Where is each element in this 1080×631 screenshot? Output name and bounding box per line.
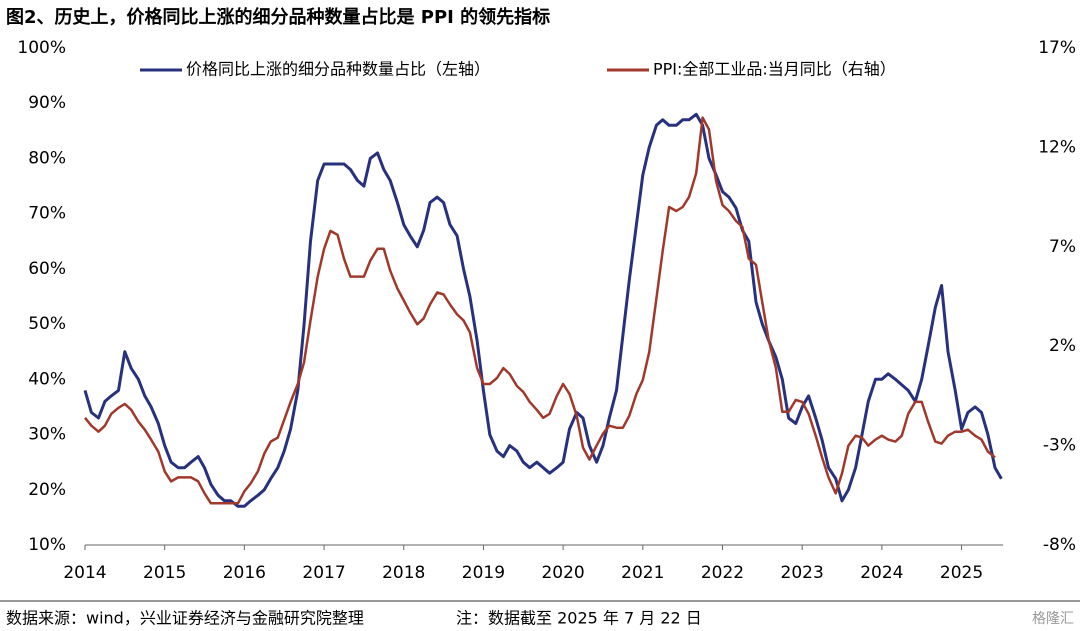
x-tick-label: 2014 <box>63 563 106 583</box>
note: 注：数据截至 2025 年 7 月 22 日 <box>456 609 702 628</box>
series-line <box>83 112 1003 508</box>
y2-tick-label: 2% <box>1049 336 1076 356</box>
x-tick-label: 2015 <box>143 563 186 583</box>
source: 数据来源：wind，兴业证券经济与金融研究院整理 <box>6 609 364 628</box>
y-tick-label: 70% <box>28 204 66 224</box>
y2-tick-label: -3% <box>1043 436 1076 456</box>
x-tick-label: 2017 <box>302 563 345 583</box>
y-tick-label: 60% <box>28 259 66 279</box>
x-tick-label: 2021 <box>621 563 664 583</box>
y-tick-label: 40% <box>28 369 66 389</box>
y-tick-label: 30% <box>28 425 66 445</box>
y2-tick-label: 17% <box>1038 38 1076 58</box>
y-tick-label: 10% <box>28 535 66 555</box>
watermark: 格隆汇 <box>1032 611 1074 627</box>
x-tick-label: 2019 <box>462 563 505 583</box>
y-tick-label: 50% <box>28 314 66 334</box>
legend-label: PPI:全部工业品:当月同比（右轴） <box>653 60 896 79</box>
x-tick-label: 2023 <box>781 563 824 583</box>
y-tick-label: 90% <box>28 93 66 113</box>
y2-tick-label: 7% <box>1049 237 1076 257</box>
x-tick-label: 2024 <box>860 563 903 583</box>
y-tick-label: 20% <box>28 480 66 500</box>
series-line <box>84 116 996 505</box>
y2-tick-label: -8% <box>1043 535 1076 555</box>
x-tick-label: 2020 <box>541 563 584 583</box>
x-tick-label: 2025 <box>940 563 983 583</box>
y-tick-label: 80% <box>28 148 66 168</box>
y2-tick-label: 12% <box>1038 137 1076 157</box>
x-tick-label: 2022 <box>701 563 744 583</box>
x-tick-label: 2018 <box>382 563 425 583</box>
chart-title: 图2、历史上，价格同比上涨的细分品种数量占比是 PPI 的领先指标 <box>6 6 550 28</box>
x-tick-label: 2016 <box>223 563 266 583</box>
y-tick-label: 100% <box>17 38 66 58</box>
legend-label: 价格同比上涨的细分品种数量占比（左轴） <box>186 60 490 79</box>
